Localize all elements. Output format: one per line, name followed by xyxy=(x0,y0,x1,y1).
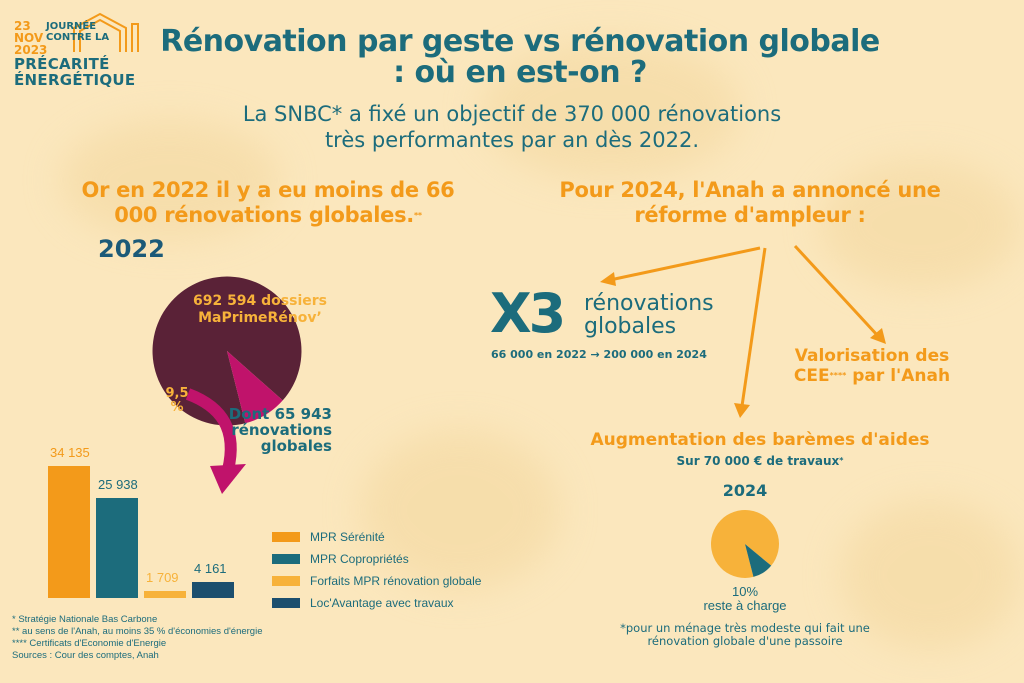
cee-suffix: par l'Anah xyxy=(846,366,951,386)
logo-line1: JOURNÉE CONTRE LA xyxy=(46,21,110,43)
left-heading-footnote-mark: ** xyxy=(413,211,422,220)
year-2022-label: 2022 xyxy=(98,235,165,263)
legend-label: Loc'Avantage avec travaux xyxy=(310,596,454,610)
bar-value-label: 4 161 xyxy=(194,560,227,576)
bar-legend: MPR Sérénité MPR Copropriétés Forfaits M… xyxy=(272,527,481,615)
aides-increase-subtitle: Sur 70 000 € de travaux* xyxy=(560,454,960,468)
pie-percent-label: 9,5 % xyxy=(165,386,189,415)
legend-label: MPR Copropriétés xyxy=(310,552,409,566)
footnote: **** Certificats d'Economie d'Energie xyxy=(12,638,167,649)
bar xyxy=(48,466,90,598)
legend-label: MPR Sérénité xyxy=(310,530,385,544)
pie-slice-reste-a-charge xyxy=(745,544,772,577)
arrows-icon xyxy=(600,244,886,418)
event-logo: 23 NOV 2023 JOURNÉE CONTRE LA PRÉCARITÉ … xyxy=(14,12,144,94)
bar xyxy=(192,581,234,598)
bar xyxy=(96,497,138,598)
left-heading-text: Or en 2022 il y a eu moins de 66 000 rén… xyxy=(81,178,455,227)
aides-sub-text: Sur 70 000 € de travaux xyxy=(676,454,840,468)
bar-value-label: 1 709 xyxy=(146,570,179,586)
footnote: ** au sens de l'Anah, au moins 35 % d'éc… xyxy=(12,626,263,637)
pie-slice-dossiers xyxy=(152,276,302,426)
legend-swatch xyxy=(272,576,300,586)
rest-percent: 10% xyxy=(731,584,759,599)
legend-swatch xyxy=(272,598,300,608)
x3-label: X3 xyxy=(490,282,566,345)
legend-item: Forfaits MPR rénovation globale xyxy=(272,571,481,591)
pie-chart-2024 xyxy=(711,510,779,578)
footnotes: * Stratégie Nationale Bas Carbone ** au … xyxy=(12,614,312,662)
aides-increase-title: Augmentation des barèmes d'aides xyxy=(590,430,930,450)
background-blot xyxy=(480,40,740,180)
background-blot xyxy=(360,430,560,590)
pie-chart-2022 xyxy=(152,276,302,426)
legend-item: Loc'Avantage avec travaux xyxy=(272,593,481,613)
footnote: * Stratégie Nationale Bas Carbone xyxy=(12,614,158,625)
left-heading: Or en 2022 il y a eu moins de 66 000 rén… xyxy=(58,178,478,228)
curved-arrow-icon xyxy=(185,388,246,494)
cee-line2: CEE**** par l'Anah xyxy=(780,366,964,386)
year-2024-label: 2024 xyxy=(722,481,768,500)
cee-line1: Valorisation des xyxy=(794,346,950,366)
bar xyxy=(144,591,186,598)
background-blot xyxy=(820,160,1020,290)
x3-text: rénovations globales xyxy=(584,291,714,339)
footnote: Sources : Cour des comptes, Anah xyxy=(12,650,159,661)
bar-value-label: 34 135 xyxy=(50,445,90,460)
page-subtitle: La SNBC* a fixé un objectif de 370 000 r… xyxy=(242,102,782,152)
pie-slice-renovations-globales xyxy=(227,351,283,424)
page-title: Rénovation par geste vs rénovation globa… xyxy=(160,24,880,90)
rest-footnote: *pour un ménage très modeste qui fait un… xyxy=(620,621,870,648)
cee-acronym: CEE xyxy=(793,366,830,386)
rest-text: reste à charge xyxy=(703,598,787,613)
right-heading: Pour 2024, l'Anah a annoncé une réforme … xyxy=(559,178,941,227)
dont-renovations-label: Dont 65 943 rénovations globales xyxy=(228,405,332,455)
logo-date: 23 NOV 2023 xyxy=(14,19,48,57)
logo-line2: PRÉCARITÉ ÉNERGÉTIQUE xyxy=(14,55,136,89)
x3-subtext: 66 000 en 2022 → 200 000 en 2024 xyxy=(491,348,707,361)
bar-value-label: 25 938 xyxy=(98,476,138,492)
legend-label: Forfaits MPR rénovation globale xyxy=(310,574,482,588)
cee-label: Valorisation des CEE**** par l'Anah xyxy=(780,346,964,386)
bar-chart: 34 135 25 938 1 709 4 161 xyxy=(48,436,268,598)
house-outline-icon xyxy=(73,12,139,52)
legend-item: MPR Sérénité xyxy=(272,527,481,547)
pie-main-label: 692 594 dossiers MaPrimeRénov’ xyxy=(192,293,328,326)
legend-swatch xyxy=(272,532,300,542)
background-blot xyxy=(60,120,280,240)
legend-item: MPR Copropriétés xyxy=(272,549,481,569)
legend-swatch xyxy=(272,554,300,564)
aides-footnote-mark: * xyxy=(839,456,844,465)
background-blot xyxy=(840,500,1020,650)
cee-footnote-mark: **** xyxy=(829,371,847,380)
